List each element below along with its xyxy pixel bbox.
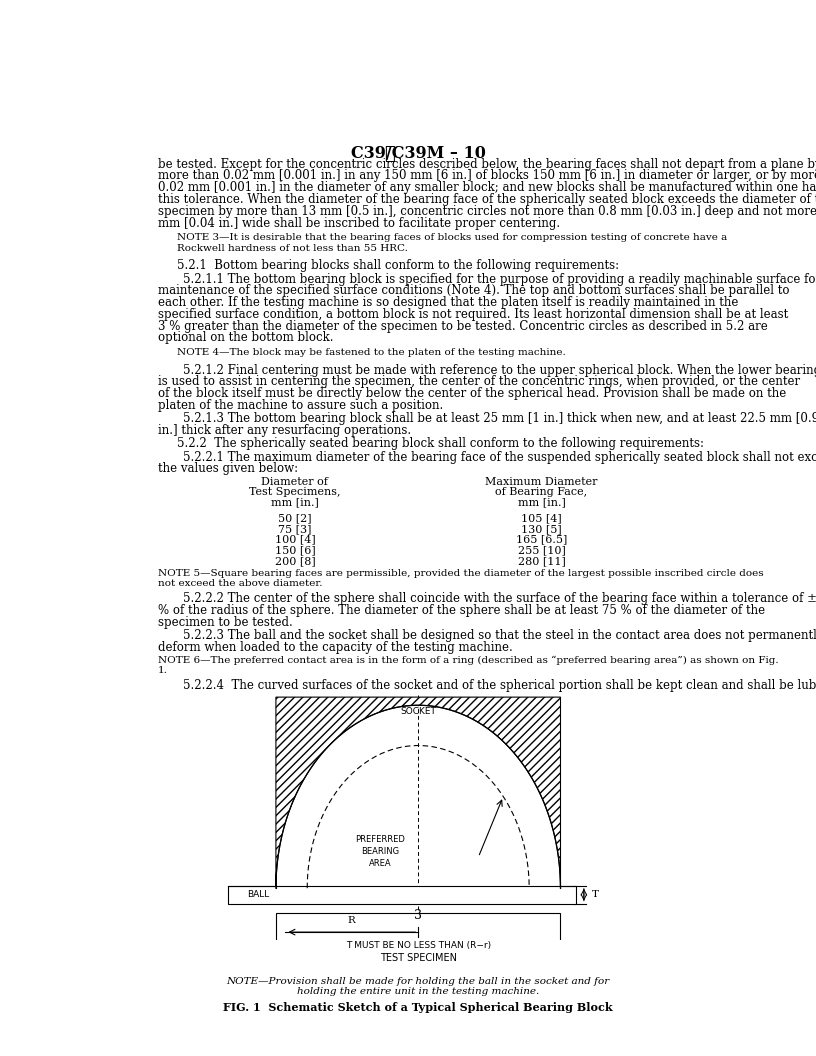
Text: FIG. 1  Schematic Sketch of a Typical Spherical Bearing Block: FIG. 1 Schematic Sketch of a Typical Sph… [224,1002,613,1013]
Text: 3: 3 [415,909,422,922]
Text: each other. If the testing machine is so designed that the platen itself is read: each other. If the testing machine is so… [157,296,738,309]
Text: 150 [6]: 150 [6] [274,545,315,555]
Text: NOTE 5—Square bearing faces are permissible, provided the diameter of the larges: NOTE 5—Square bearing faces are permissi… [157,569,763,578]
Text: be tested. Except for the concentric circles described below, the bearing faces : be tested. Except for the concentric cir… [157,157,816,171]
Text: NOTE—Provision shall be made for holding the ball in the socket and for: NOTE—Provision shall be made for holding… [227,977,610,986]
Text: 0.02 mm [0.001 in.] in the diameter of any smaller block; and new blocks shall b: 0.02 mm [0.001 in.] in the diameter of a… [157,182,816,194]
Text: C39/C39M – 10: C39/C39M – 10 [351,145,486,162]
Text: 5.2.2.4  The curved surfaces of the socket and of the spherical portion shall be: 5.2.2.4 The curved surfaces of the socke… [183,679,816,692]
Text: 280 [11]: 280 [11] [517,555,565,566]
Text: 130 [5]: 130 [5] [521,524,562,534]
Text: mm [in.]: mm [in.] [271,497,319,508]
Text: the values given below:: the values given below: [157,463,298,475]
Text: specified surface condition, a bottom block is not required. Its least horizonta: specified surface condition, a bottom bl… [157,308,788,321]
Text: T: T [592,890,598,900]
Text: deform when loaded to the capacity of the testing machine.: deform when loaded to the capacity of th… [157,641,512,654]
Text: NOTE 4—The block may be fastened to the platen of the testing machine.: NOTE 4—The block may be fastened to the … [176,348,565,357]
Text: 5.2.2.1 The maximum diameter of the bearing face of the suspended spherically se: 5.2.2.1 The maximum diameter of the bear… [183,451,816,464]
Text: 255 [10]: 255 [10] [517,545,565,555]
Text: Diameter of: Diameter of [261,476,328,487]
Text: of the block itself must be directly below the center of the spherical head. Pro: of the block itself must be directly bel… [157,388,786,400]
Text: 105 [4]: 105 [4] [521,513,562,524]
Text: this tolerance. When the diameter of the bearing face of the spherically seated : this tolerance. When the diameter of the… [157,193,816,206]
Text: 50 [2]: 50 [2] [278,513,312,524]
Text: Ⓢ: Ⓢ [384,145,395,163]
Text: 5.2.1.1 The bottom bearing block is specified for the purpose of providing a rea: 5.2.1.1 The bottom bearing block is spec… [183,272,816,285]
Text: more than 0.02 mm [0.001 in.] in any 150 mm [6 in.] of blocks 150 mm [6 in.] in : more than 0.02 mm [0.001 in.] in any 150… [157,169,816,183]
Text: NOTE 6—The preferred contact area is in the form of a ring (described as “prefer: NOTE 6—The preferred contact area is in … [157,655,778,664]
Text: R: R [348,916,356,925]
Bar [276,913,561,966]
Text: mm [0.04 in.] wide shall be inscribed to facilitate proper centering.: mm [0.04 in.] wide shall be inscribed to… [157,216,560,229]
Text: Maximum Diameter: Maximum Diameter [486,476,598,487]
Text: 75 [3]: 75 [3] [278,524,312,534]
Text: 5.2.2.2 The center of the sphere shall coincide with the surface of the bearing : 5.2.2.2 The center of the sphere shall c… [183,592,816,605]
Text: PREFERRED
BEARING
AREA: PREFERRED BEARING AREA [355,835,406,868]
Text: in.] thick after any resurfacing operations.: in.] thick after any resurfacing operati… [157,425,410,437]
Text: holding the entire unit in the testing machine.: holding the entire unit in the testing m… [297,987,539,997]
Text: optional on the bottom block.: optional on the bottom block. [157,332,333,344]
Text: Test Specimens,: Test Specimens, [249,487,340,497]
Polygon shape [276,697,561,888]
Text: 100 [4]: 100 [4] [274,534,315,545]
Text: % of the radius of the sphere. The diameter of the sphere shall be at least 75 %: % of the radius of the sphere. The diame… [157,604,765,617]
Text: 5.2.1.2 Final centering must be made with reference to the upper spherical block: 5.2.1.2 Final centering must be made wit… [183,363,816,377]
Text: 5.2.1  Bottom bearing blocks shall conform to the following requirements:: 5.2.1 Bottom bearing blocks shall confor… [176,260,619,272]
Text: not exceed the above diameter.: not exceed the above diameter. [157,580,322,588]
Text: 5.2.2.3 The ball and the socket shall be designed so that the steel in the conta: 5.2.2.3 The ball and the socket shall be… [183,629,816,642]
Text: of Bearing Face,: of Bearing Face, [495,487,588,497]
Text: 5.2.2  The spherically seated bearing block shall conform to the following requi: 5.2.2 The spherically seated bearing blo… [176,437,703,450]
Text: specimen to be tested.: specimen to be tested. [157,616,292,629]
Text: platen of the machine to assure such a position.: platen of the machine to assure such a p… [157,399,443,412]
Text: TEST SPECIMEN: TEST SPECIMEN [379,954,457,963]
Text: 1.: 1. [157,666,167,675]
Text: 165 [6.5]: 165 [6.5] [516,534,567,545]
Text: SOCKET: SOCKET [401,706,436,716]
Text: 200 [8]: 200 [8] [274,555,315,566]
Text: BALL: BALL [247,890,270,900]
Text: T MUST BE NO LESS THAN (R−r): T MUST BE NO LESS THAN (R−r) [346,942,490,950]
Text: maintenance of the specified surface conditions (Note 4). The top and bottom sur: maintenance of the specified surface con… [157,284,789,298]
Text: specimen by more than 13 mm [0.5 in.], concentric circles not more than 0.8 mm [: specimen by more than 13 mm [0.5 in.], c… [157,205,816,218]
Bar [228,886,576,904]
Text: 5.2.1.3 The bottom bearing block shall be at least 25 mm [1 in.] thick when new,: 5.2.1.3 The bottom bearing block shall b… [183,412,816,426]
Text: Rockwell hardness of not less than 55 HRC.: Rockwell hardness of not less than 55 HR… [176,244,407,252]
Text: is used to assist in centering the specimen, the center of the concentric rings,: is used to assist in centering the speci… [157,375,800,389]
Text: 3 % greater than the diameter of the specimen to be tested. Concentric circles a: 3 % greater than the diameter of the spe… [157,320,767,333]
Text: NOTE 3—It is desirable that the bearing faces of blocks used for compression tes: NOTE 3—It is desirable that the bearing … [176,233,727,242]
Text: mm [in.]: mm [in.] [517,497,565,508]
